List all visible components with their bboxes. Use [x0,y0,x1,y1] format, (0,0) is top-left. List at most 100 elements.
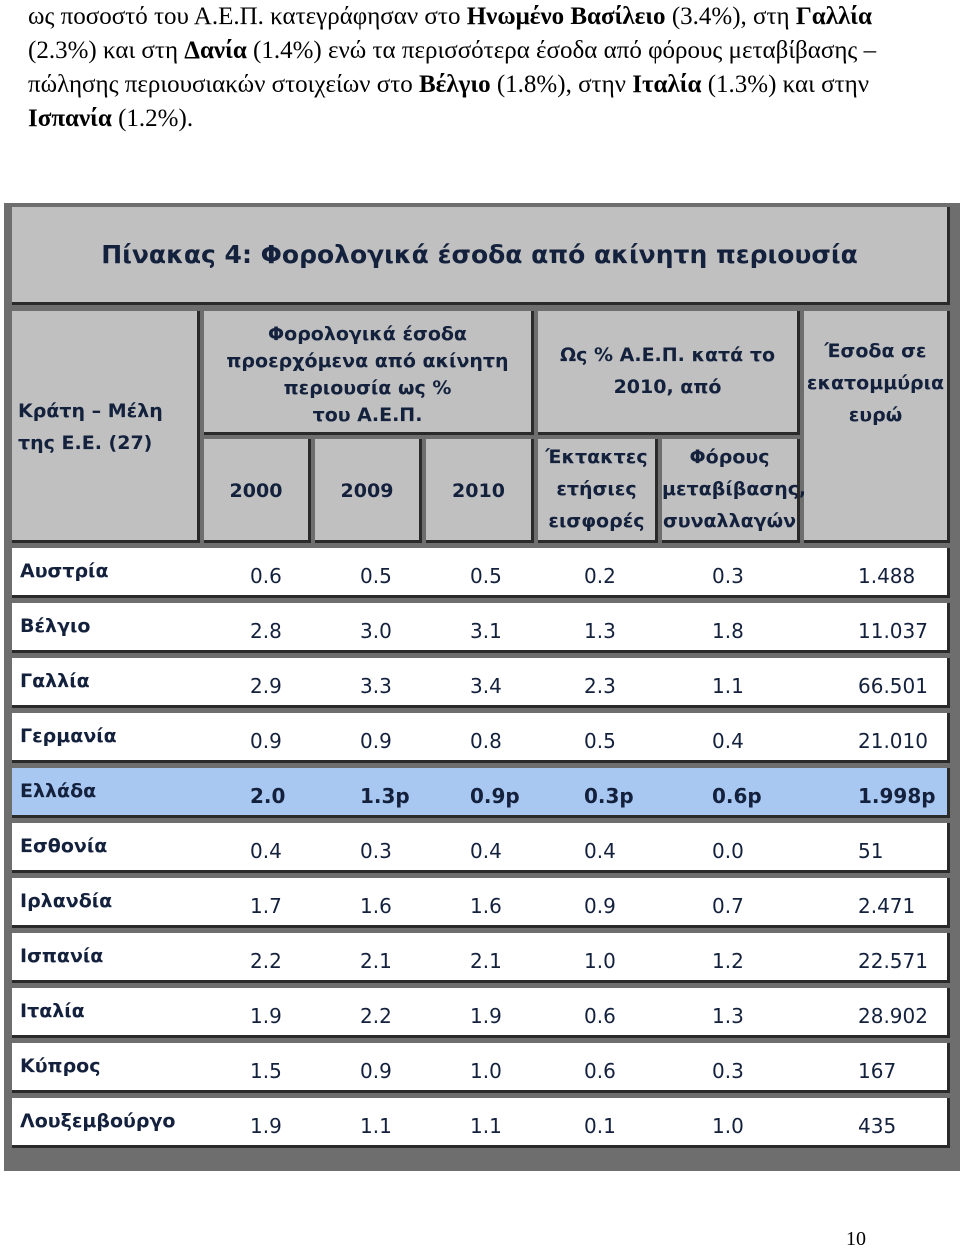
table-row: Ισπανία 2.2 2.1 2.1 1.0 1.2 22.571 [12,933,950,983]
table-cell: 0.8 [470,729,502,753]
header-states: Κράτη – Μέλη της Ε.Ε. (27) [12,311,200,543]
header-2010-line: 2010, από [613,376,722,398]
paragraph-line: Ισπανία (1.2%). [28,102,933,136]
text-bold: Ιταλία [632,71,702,98]
table-cell: 0.7 [712,894,744,918]
text: (1.8%), στην [490,71,633,98]
table-cell: 0.9 [360,1059,392,1083]
table-cell: 1.0 [584,949,616,973]
table-cell: 0.5 [360,564,392,588]
table-cell: 3.1 [470,619,502,643]
text: (2.3%) και στη [28,37,185,64]
table-cell: 0.0 [712,839,744,863]
paragraph-line: πώλησης περιουσιακών στοιχείων στο Βέλγι… [28,68,933,102]
table-cell: 0.4 [250,839,282,863]
text: (1.3%) και στην [701,71,870,98]
country-name: Γαλλία [20,670,90,692]
table-cell: 0.4 [584,839,616,863]
table-cell: 1.1 [360,1114,392,1138]
table-cell: 0.6 [584,1059,616,1083]
table-cell: 2.9 [250,674,282,698]
header-year-2010: 2010 [426,439,534,543]
table-cell: 28.902 [858,1004,928,1028]
property-tax-table: Πίνακας 4: Φορολογικά έσοδα από ακίνητη … [4,203,960,1171]
table-cell: 51 [858,839,884,863]
table-cell: 1.1 [712,674,744,698]
country-name: Ιταλία [20,1000,85,1022]
table-cell: 1.7 [250,894,282,918]
text: (1.2%). [111,105,194,132]
country-name: Γερμανία [20,725,117,747]
text-bold: Βέλγιο [419,71,491,98]
country-name: Βέλγιο [20,615,91,637]
country-name: Αυστρία [20,560,109,582]
country-name: Ισπανία [20,945,104,967]
table-row: Ιταλία 1.9 2.2 1.9 0.6 1.3 28.902 [12,988,950,1038]
table-row: Εσθονία 0.4 0.3 0.4 0.4 0.0 51 [12,823,950,873]
table-cell: 2.2 [250,949,282,973]
table-cell: 2.1 [470,949,502,973]
text: ως ποσοστό του Α.Ε.Π. κατεγράφησαν στο [28,3,467,30]
text-bold: Δανία [184,37,247,64]
table-cell: 1.0 [470,1059,502,1083]
table-cell: 0.4 [470,839,502,863]
table-cell: 0.5 [584,729,616,753]
table-cell: 2.8 [250,619,282,643]
header-states-line: της Ε.Ε. (27) [18,432,153,454]
country-name: Ελλάδα [20,780,97,802]
text-bold: Ισπανία [28,105,112,132]
header-euro-line: εκατομμύρια [806,372,945,394]
table-cell: 0.6 [250,564,282,588]
country-name: Λουξεμβούργο [20,1110,176,1132]
table-row: Γερμανία 0.9 0.9 0.8 0.5 0.4 21.010 [12,713,950,763]
header-transfer-line: συναλλαγών [662,510,797,532]
table-cell: 3.3 [360,674,392,698]
table-title: Πίνακας 4: Φορολογικά έσοδα από ακίνητη … [12,207,950,305]
table-cell: 2.1 [360,949,392,973]
page-number: 10 [846,1228,866,1250]
header-gdp-group: Φορολογικά έσοδα προερχόμενα από ακίνητη… [204,311,534,435]
table-row: Λουξεμβούργο 1.9 1.1 1.1 0.1 1.0 435 [12,1098,950,1148]
table-row: Κύπρος 1.5 0.9 1.0 0.6 0.3 167 [12,1043,950,1093]
table-cell: 1.488 [858,564,916,588]
table-cell: 1.998p [858,784,936,808]
table-cell: 11.037 [858,619,928,643]
header-euro-line: ευρώ [848,404,903,426]
header-gdp-line: του Α.Ε.Π. [312,404,423,426]
table-cell: 0.6p [712,784,762,808]
table-cell: 3.0 [360,619,392,643]
table-cell: 0.3 [712,1059,744,1083]
table-cell: 1.6 [360,894,392,918]
table-cell: 2.3 [584,674,616,698]
table-cell: 1.9 [250,1114,282,1138]
table-cell: 1.0 [712,1114,744,1138]
table-cell: 0.3p [584,784,634,808]
table-row: Γαλλία 2.9 3.3 3.4 2.3 1.1 66.501 [12,658,950,708]
header-extra-line: εισφορές [548,510,645,532]
table-cell: 435 [858,1114,897,1138]
table-cell: 0.4 [712,729,744,753]
header-transfer-taxes: Φόρους μεταβίβασης, συναλλαγών [662,439,806,543]
table-cell: 1.3 [712,1004,744,1028]
table-cell: 1.2 [712,949,744,973]
table-row: Ιρλανδία 1.7 1.6 1.6 0.9 0.7 2.471 [12,878,950,928]
table-cell: 167 [858,1059,897,1083]
table-cell: 1.3p [360,784,410,808]
table-cell: 21.010 [858,729,928,753]
paragraph-line: (2.3%) και στη Δανία (1.4%) ενώ τα περισ… [28,34,933,68]
table-cell: 0.3 [360,839,392,863]
text-bold: Γαλλία [795,3,873,30]
header-2010-line: Ως % Α.Ε.Π. κατά το [559,344,776,366]
table-cell: 0.9 [360,729,392,753]
header-extra-line: Έκτακτες [545,446,648,468]
table-cell: 66.501 [858,674,928,698]
table-cell: 1.8 [712,619,744,643]
table-cell: 1.9 [250,1004,282,1028]
paragraph-line: ως ποσοστό του Α.Ε.Π. κατεγράφησαν στο Η… [28,0,933,34]
table-cell: 22.571 [858,949,928,973]
header-states-line: Κράτη – Μέλη [18,400,163,422]
table-cell: 0.9 [584,894,616,918]
table-cell: 1.1 [470,1114,502,1138]
header-year-2000: 2000 [204,439,311,543]
text: (1.4%) ενώ τα περισσότερα έσοδα από φόρο… [246,37,877,64]
